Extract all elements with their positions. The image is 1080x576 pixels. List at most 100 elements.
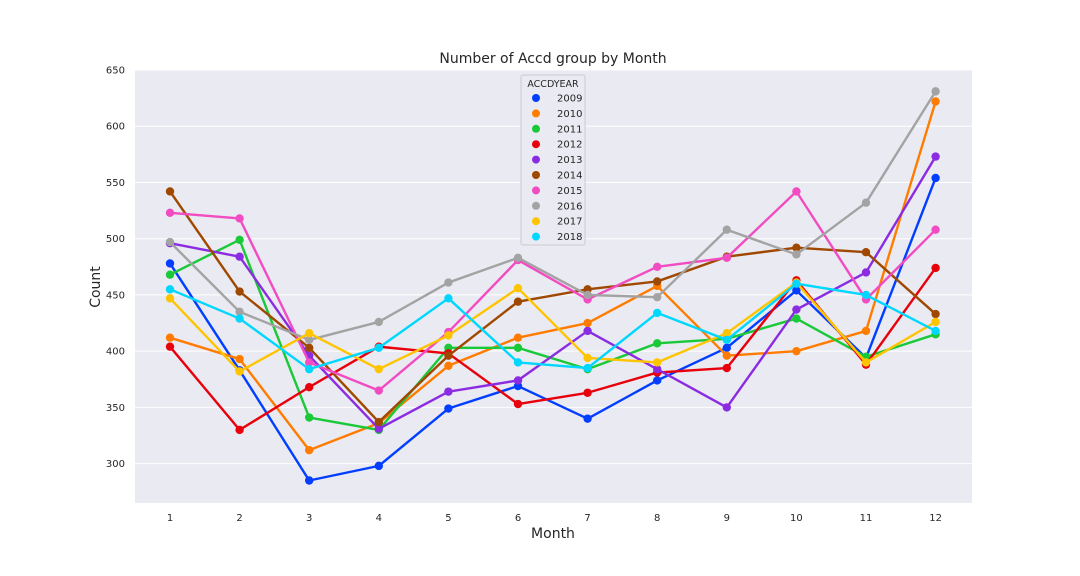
series-line-2011 bbox=[169, 238, 936, 432]
series-2018 bbox=[165, 279, 940, 374]
data-point-2013 bbox=[583, 326, 592, 336]
data-point-2010 bbox=[513, 333, 523, 342]
x-tick-labels: 1 2 3 4 5 6 7 8 9 10 11 12 bbox=[167, 513, 942, 524]
data-point-2016 bbox=[792, 250, 801, 259]
y-tick-label: 650 bbox=[106, 66, 125, 77]
data-point-2010 bbox=[235, 354, 244, 364]
data-point-2018 bbox=[653, 308, 662, 318]
data-point-2013 bbox=[444, 387, 453, 396]
y-axis-label: Count bbox=[88, 266, 104, 308]
data-point-2014 bbox=[165, 187, 175, 196]
data-point-2013 bbox=[931, 152, 940, 161]
y-tick-label: 500 bbox=[106, 234, 125, 245]
data-point-2015 bbox=[305, 358, 314, 367]
data-point-2014 bbox=[444, 351, 453, 360]
legend-marker-2017 bbox=[532, 217, 540, 226]
data-point-2017 bbox=[653, 358, 662, 367]
data-point-2013 bbox=[861, 268, 871, 277]
data-point-2012 bbox=[513, 399, 523, 409]
data-point-2009 bbox=[165, 259, 175, 268]
data-point-2015 bbox=[235, 214, 244, 223]
legend-marker-2010 bbox=[532, 109, 540, 118]
data-point-2012 bbox=[305, 382, 314, 392]
x-tick-label: 9 bbox=[724, 513, 730, 524]
data-point-2010 bbox=[861, 326, 871, 336]
data-point-2014 bbox=[931, 309, 940, 319]
chart-title: Number of Accd group by Month bbox=[439, 51, 666, 67]
data-point-2016 bbox=[235, 307, 244, 317]
x-tick-label: 1 bbox=[167, 513, 173, 524]
data-point-2011 bbox=[513, 343, 523, 352]
legend-marker-2009 bbox=[532, 94, 540, 102]
data-point-2015 bbox=[931, 225, 940, 234]
legend-label-2014: 2014 bbox=[557, 171, 582, 182]
x-tick-label: 5 bbox=[445, 513, 451, 524]
data-point-2018 bbox=[792, 279, 801, 288]
series-line-2010 bbox=[169, 101, 937, 452]
data-point-2013 bbox=[792, 305, 801, 314]
data-point-2014 bbox=[374, 417, 383, 427]
legend-marker-2014 bbox=[532, 171, 540, 179]
data-point-2018 bbox=[444, 294, 453, 303]
data-point-2011 bbox=[305, 413, 314, 422]
data-point-2016 bbox=[513, 253, 523, 263]
y-tick-label: 450 bbox=[106, 290, 125, 301]
data-point-2012 bbox=[583, 388, 592, 397]
data-point-2016 bbox=[305, 335, 314, 345]
data-point-2017 bbox=[722, 328, 731, 338]
data-point-2012 bbox=[235, 425, 244, 435]
data-point-2011 bbox=[792, 314, 801, 323]
data-point-2011 bbox=[165, 270, 175, 279]
data-point-2016 bbox=[374, 317, 383, 327]
x-tick-label: 3 bbox=[306, 513, 312, 524]
legend-label-2013: 2013 bbox=[557, 155, 582, 166]
data-point-2018 bbox=[374, 343, 383, 352]
data-point-2014 bbox=[653, 277, 662, 286]
data-point-2009 bbox=[444, 404, 453, 413]
data-point-2009 bbox=[792, 286, 801, 295]
legend-marker-2015 bbox=[532, 186, 540, 195]
y-tick-label: 550 bbox=[106, 178, 125, 189]
legend-label-2015: 2015 bbox=[557, 186, 582, 197]
data-point-2016 bbox=[861, 198, 871, 207]
data-point-2009 bbox=[653, 376, 662, 385]
legend-label-2010: 2010 bbox=[557, 109, 582, 120]
data-point-2016 bbox=[722, 225, 731, 234]
data-point-2018 bbox=[583, 363, 592, 373]
legend-label-2016: 2016 bbox=[557, 201, 582, 212]
data-point-2010 bbox=[792, 346, 801, 356]
legend-marker-2018 bbox=[532, 232, 540, 241]
x-tick-label: 8 bbox=[654, 513, 660, 524]
legend-label-2017: 2017 bbox=[557, 217, 582, 228]
data-point-2015 bbox=[165, 208, 175, 218]
legend-items: 2009 2010 2011 2012 2013 2014 2015 2016 2017 2018 bbox=[532, 94, 582, 243]
data-point-2010 bbox=[305, 445, 314, 455]
data-point-2012 bbox=[931, 263, 940, 273]
data-point-2011 bbox=[653, 339, 662, 348]
data-point-2014 bbox=[235, 287, 244, 296]
data-point-2018 bbox=[722, 335, 731, 345]
x-tick-label: 4 bbox=[376, 513, 382, 524]
data-point-2016 bbox=[444, 278, 453, 287]
data-point-2010 bbox=[931, 97, 940, 106]
legend-title: ACCDYEAR bbox=[527, 79, 579, 90]
data-point-2017 bbox=[305, 328, 314, 338]
data-point-2009 bbox=[583, 414, 592, 423]
legend-marker-2013 bbox=[532, 155, 540, 164]
x-tick-label: 2 bbox=[236, 513, 242, 524]
x-tick-label: 12 bbox=[929, 513, 942, 524]
legend-label-2011: 2011 bbox=[557, 124, 582, 135]
series-line-2017 bbox=[169, 281, 937, 373]
data-point-2014 bbox=[305, 343, 314, 352]
data-point-2017 bbox=[931, 317, 940, 327]
data-point-2017 bbox=[861, 358, 871, 367]
data-point-2016 bbox=[583, 290, 592, 300]
data-point-2010 bbox=[165, 333, 175, 342]
data-point-2013 bbox=[235, 252, 244, 261]
legend-marker-2012 bbox=[532, 140, 540, 149]
data-point-2009 bbox=[305, 476, 314, 485]
data-point-2018 bbox=[513, 358, 523, 367]
data-point-2017 bbox=[513, 283, 523, 293]
x-tick-label: 11 bbox=[860, 513, 873, 524]
